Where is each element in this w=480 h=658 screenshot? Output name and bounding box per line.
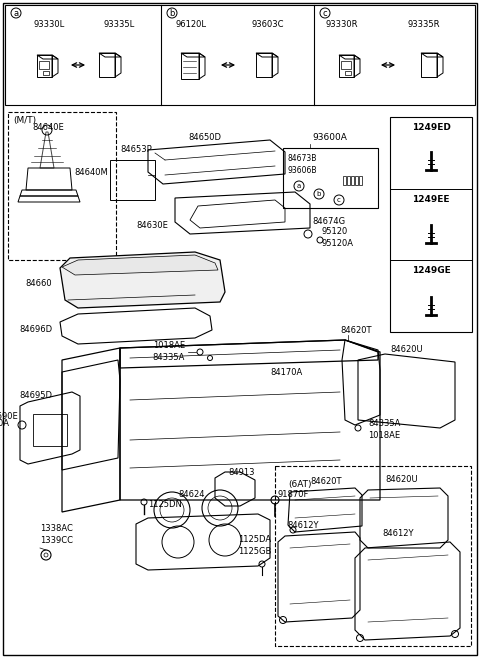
- Text: c: c: [323, 9, 327, 18]
- Text: 84660: 84660: [25, 280, 52, 288]
- Bar: [359, 176, 362, 185]
- Text: (6AT): (6AT): [288, 480, 312, 489]
- Text: 93606B: 93606B: [287, 166, 316, 175]
- Text: 1018AE: 1018AE: [153, 342, 185, 351]
- Bar: [37, 55, 52, 77]
- Text: 95120: 95120: [322, 228, 348, 236]
- Text: 91870F: 91870F: [278, 490, 310, 499]
- Text: 1249ED: 1249ED: [411, 123, 450, 132]
- Bar: [390, 117, 472, 332]
- Text: (M/T): (M/T): [13, 116, 36, 125]
- Bar: [283, 148, 378, 208]
- Bar: [421, 53, 437, 77]
- Text: b: b: [169, 9, 175, 18]
- Text: b: b: [317, 191, 321, 197]
- Text: 84690E: 84690E: [0, 412, 18, 421]
- Text: 95120A: 95120A: [0, 420, 10, 428]
- Text: 93330R: 93330R: [325, 20, 358, 29]
- Text: 1338AC: 1338AC: [40, 524, 73, 533]
- Text: 1339CC: 1339CC: [40, 536, 73, 545]
- Text: 84612Y: 84612Y: [287, 521, 319, 530]
- Polygon shape: [62, 255, 218, 275]
- Text: 1125GB: 1125GB: [238, 547, 271, 557]
- Bar: [339, 55, 354, 77]
- Text: 93335R: 93335R: [408, 20, 441, 29]
- Text: 84640M: 84640M: [74, 168, 108, 177]
- Text: a: a: [13, 9, 19, 18]
- Text: 84612Y: 84612Y: [382, 529, 413, 538]
- Bar: [341, 61, 351, 69]
- Text: 1018AE: 1018AE: [368, 432, 400, 440]
- Polygon shape: [60, 252, 225, 308]
- Text: 84650D: 84650D: [189, 133, 221, 142]
- Text: 84653P: 84653P: [120, 145, 152, 155]
- Text: c: c: [337, 197, 341, 203]
- Text: 93330L: 93330L: [34, 20, 65, 29]
- Text: 1125DN: 1125DN: [148, 500, 182, 509]
- Text: 84335A: 84335A: [368, 420, 400, 428]
- Text: 84640E: 84640E: [32, 123, 64, 132]
- Bar: [355, 176, 358, 185]
- Text: 84696D: 84696D: [19, 326, 52, 334]
- Text: 1249EE: 1249EE: [412, 195, 450, 204]
- Text: 84673B: 84673B: [287, 154, 316, 163]
- Text: 93603C: 93603C: [252, 20, 285, 29]
- Text: 84674G: 84674G: [312, 218, 345, 226]
- Bar: [347, 176, 350, 185]
- Text: 95120A: 95120A: [322, 240, 354, 249]
- Bar: [351, 176, 354, 185]
- Text: 84620U: 84620U: [385, 475, 418, 484]
- Bar: [8, 112, 116, 260]
- Text: 84335A: 84335A: [153, 353, 185, 363]
- Text: 84170A: 84170A: [270, 368, 302, 377]
- Bar: [5, 5, 475, 105]
- Bar: [99, 53, 115, 77]
- Text: a: a: [297, 183, 301, 189]
- Text: 84913: 84913: [228, 468, 254, 477]
- Bar: [43, 71, 49, 75]
- Bar: [110, 160, 155, 200]
- Text: 93600A: 93600A: [312, 133, 348, 142]
- Text: 84630E: 84630E: [136, 222, 168, 230]
- Text: 84624: 84624: [178, 490, 204, 499]
- Text: 96120L: 96120L: [175, 20, 206, 29]
- Bar: [181, 53, 199, 79]
- Text: 84695D: 84695D: [19, 390, 52, 399]
- Text: 1125DA: 1125DA: [238, 536, 271, 545]
- Text: 84620U: 84620U: [390, 345, 422, 354]
- Bar: [33, 414, 67, 446]
- Text: 84620T: 84620T: [310, 477, 341, 486]
- Text: 1249GE: 1249GE: [412, 266, 450, 275]
- Bar: [343, 176, 346, 185]
- Text: 93335L: 93335L: [104, 20, 135, 29]
- Text: 84620T: 84620T: [340, 326, 372, 335]
- Bar: [39, 61, 49, 69]
- Bar: [275, 466, 471, 646]
- Bar: [345, 71, 351, 75]
- Bar: [256, 53, 272, 77]
